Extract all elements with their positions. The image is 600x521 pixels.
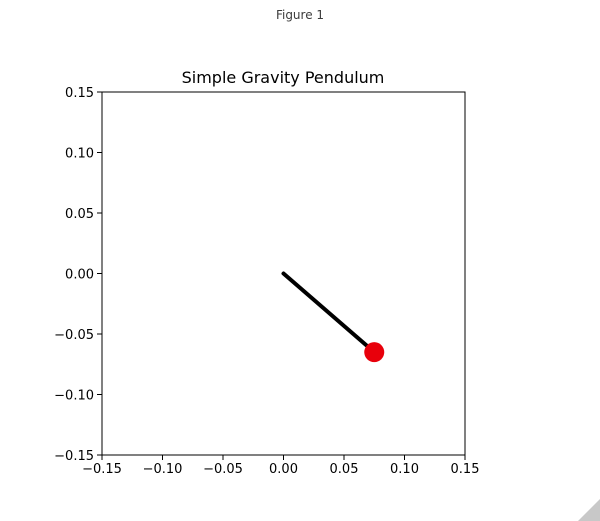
x-tick-label: 0.15 <box>451 462 480 477</box>
x-tick-label: −0.10 <box>143 462 183 477</box>
pendulum-bob <box>364 342 385 363</box>
y-tick-label: −0.05 <box>54 328 94 343</box>
x-tick-label: 0.05 <box>330 462 359 477</box>
chart-title: Simple Gravity Pendulum <box>182 68 385 87</box>
x-tick-label: −0.15 <box>82 462 122 477</box>
x-tick-label: 0.10 <box>390 462 419 477</box>
x-tick-label: −0.05 <box>203 462 243 477</box>
y-axis: −0.15 −0.10 −0.05 0.00 0.05 0.10 0.15 <box>54 86 102 464</box>
window-title: Figure 1 <box>275 8 325 22</box>
x-axis: −0.15 −0.10 −0.05 0.00 0.05 0.10 0.15 <box>82 455 479 477</box>
y-tick-label: −0.15 <box>54 449 94 464</box>
x-tick-label: 0.00 <box>269 462 298 477</box>
y-tick-label: 0.15 <box>65 86 94 101</box>
y-tick-label: 0.05 <box>65 207 94 222</box>
y-tick-label: 0.00 <box>65 268 94 283</box>
pendulum-rod <box>281 271 377 355</box>
resize-grip[interactable] <box>578 499 600 521</box>
y-tick-label: 0.10 <box>65 147 94 162</box>
y-tick-label: −0.10 <box>54 389 94 404</box>
